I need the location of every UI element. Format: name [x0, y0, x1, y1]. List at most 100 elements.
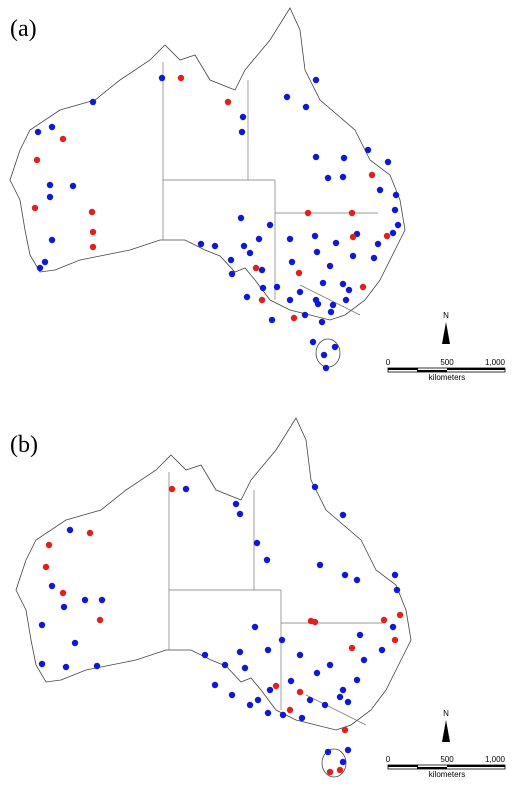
station-dot — [339, 511, 347, 519]
station-dot — [211, 242, 219, 250]
station-dot — [302, 103, 310, 111]
station-dot — [228, 270, 236, 278]
station-dot — [391, 206, 399, 214]
scale-unit: kilometers — [429, 770, 465, 779]
station-dot — [348, 644, 356, 652]
station-dot — [89, 243, 97, 251]
station-dot — [316, 561, 324, 569]
station-dot — [286, 235, 294, 243]
station-dot — [182, 485, 190, 493]
station-dot — [389, 229, 397, 237]
station-dot — [66, 526, 74, 534]
station-dot — [393, 586, 401, 594]
station-dot — [287, 677, 295, 685]
panel-label: (a) — [10, 16, 37, 42]
station-dot — [48, 123, 56, 131]
scale-label: 0 — [386, 358, 391, 367]
station-dot — [345, 286, 353, 294]
station-dot — [266, 686, 274, 694]
station-dot — [251, 623, 259, 631]
station-dot — [38, 621, 46, 629]
station-dot — [264, 646, 272, 654]
australia-map — [15, 417, 412, 778]
station-dot — [353, 576, 361, 584]
station-dot — [339, 758, 347, 766]
station-dot — [392, 191, 400, 199]
station-dot — [268, 316, 276, 324]
scale-label: 500 — [440, 755, 454, 764]
station-dot — [266, 221, 274, 229]
station-dot — [353, 676, 361, 684]
station-dot — [286, 706, 294, 714]
station-dot — [241, 664, 249, 672]
station-dot — [324, 174, 332, 182]
scale-label: 500 — [440, 358, 454, 367]
station-dot — [313, 248, 321, 256]
station-dot — [33, 156, 41, 164]
station-dot — [288, 258, 296, 266]
station-dot — [41, 258, 49, 266]
station-dot — [239, 113, 247, 121]
station-dot — [301, 311, 309, 319]
station-dot — [236, 510, 244, 518]
station-dot — [326, 768, 334, 776]
station-dot — [48, 582, 56, 590]
station-dot — [42, 563, 50, 571]
station-dot — [349, 233, 357, 241]
station-dot — [98, 596, 106, 604]
station-dot — [313, 669, 321, 677]
station-dot — [272, 682, 280, 690]
station-dot — [201, 651, 209, 659]
station-dot — [322, 364, 330, 372]
station-dot — [224, 98, 232, 106]
station-dot — [321, 701, 329, 709]
station-dot — [394, 221, 402, 229]
station-dot — [336, 693, 344, 701]
scale-label: 1,000 — [485, 755, 506, 764]
station-dot — [356, 631, 364, 639]
station-dot — [89, 98, 97, 106]
station-dot — [318, 318, 326, 326]
station-dot — [306, 696, 314, 704]
station-dot — [254, 696, 262, 704]
station-dot — [96, 616, 104, 624]
station-dot — [236, 648, 244, 656]
north-arrow — [442, 720, 450, 742]
station-dot — [38, 660, 46, 668]
station-dot — [344, 698, 352, 706]
station-dot — [252, 264, 260, 272]
station-dot — [211, 681, 219, 689]
station-dot — [341, 571, 349, 579]
station-dot — [298, 714, 306, 722]
station-dot — [36, 264, 44, 272]
map-panel: (b) N 0 500 1,000 kilometers — [10, 417, 506, 779]
state-border — [305, 694, 367, 726]
station-dot — [296, 651, 304, 659]
coastline — [9, 7, 406, 321]
tasmania — [315, 338, 341, 368]
station-dot — [391, 636, 399, 644]
station-dot — [168, 485, 176, 493]
station-dot — [312, 76, 320, 84]
station-dot — [46, 193, 54, 201]
station-dot — [258, 266, 266, 274]
coastline — [15, 417, 412, 731]
scale-bar-segment — [388, 368, 418, 370]
station-dot — [296, 288, 304, 296]
station-dot — [370, 254, 378, 262]
station-dot — [396, 611, 404, 619]
station-dot — [59, 589, 67, 597]
station-dot — [336, 766, 344, 774]
station-dot — [158, 74, 166, 82]
station-dot — [349, 252, 357, 260]
station-dot — [344, 746, 352, 754]
map-panel: (a) N 0 500 1,000 kilometers — [9, 7, 506, 382]
station-dot — [240, 242, 248, 250]
scale-unit: kilometers — [429, 373, 465, 382]
station-dot — [59, 135, 67, 143]
north-label: N — [443, 311, 449, 320]
station-dot — [364, 146, 372, 154]
station-dot — [359, 283, 367, 291]
station-dot — [326, 661, 334, 669]
